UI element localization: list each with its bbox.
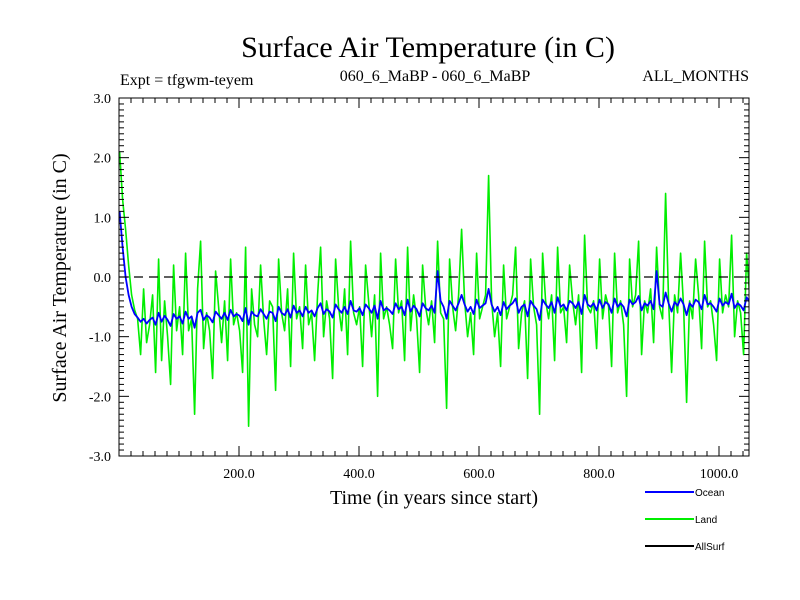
y-tick-label: 2.0 (94, 152, 112, 167)
legend: Ocean Land AllSurf (645, 488, 725, 553)
legend-label-land: Land (695, 515, 717, 526)
x-tick-label: 1000.0 (700, 467, 739, 482)
legend-label-allsurf: AllSurf (695, 542, 725, 553)
x-tick-label: 400.0 (343, 467, 375, 482)
y-tick-label: 3.0 (94, 92, 112, 107)
y-tick-label: -1.0 (89, 331, 111, 346)
y-tick-label: -2.0 (89, 390, 111, 405)
x-tick-label: 600.0 (463, 467, 495, 482)
series-line-land (119, 151, 749, 427)
y-tick-label: 0.0 (94, 271, 112, 286)
chart-title: Surface Air Temperature (in C) (241, 31, 615, 64)
subtitle-experiment: Expt = tfgwm-teyem (120, 72, 254, 89)
axes: 200.0 400.0 600.0 800.0 1000.0 -3.0 -2.0 -1.0 0.… (89, 92, 750, 482)
x-axis-label: Time (in years since start) (330, 487, 538, 509)
y-tick-label: -3.0 (89, 450, 111, 465)
series-line-ocean (119, 211, 749, 329)
x-tick-label: 800.0 (583, 467, 615, 482)
subtitle-periods: 060_6_MaBP - 060_6_MaBP (340, 68, 531, 85)
plot-area (119, 151, 749, 427)
y-axis-label: Surface Air Temperature (in C) (49, 153, 71, 402)
legend-label-ocean: Ocean (695, 488, 724, 499)
x-tick-label: 200.0 (223, 467, 255, 482)
y-tick-label: 1.0 (94, 211, 112, 226)
subtitle-months: ALL_MONTHS (642, 68, 749, 85)
